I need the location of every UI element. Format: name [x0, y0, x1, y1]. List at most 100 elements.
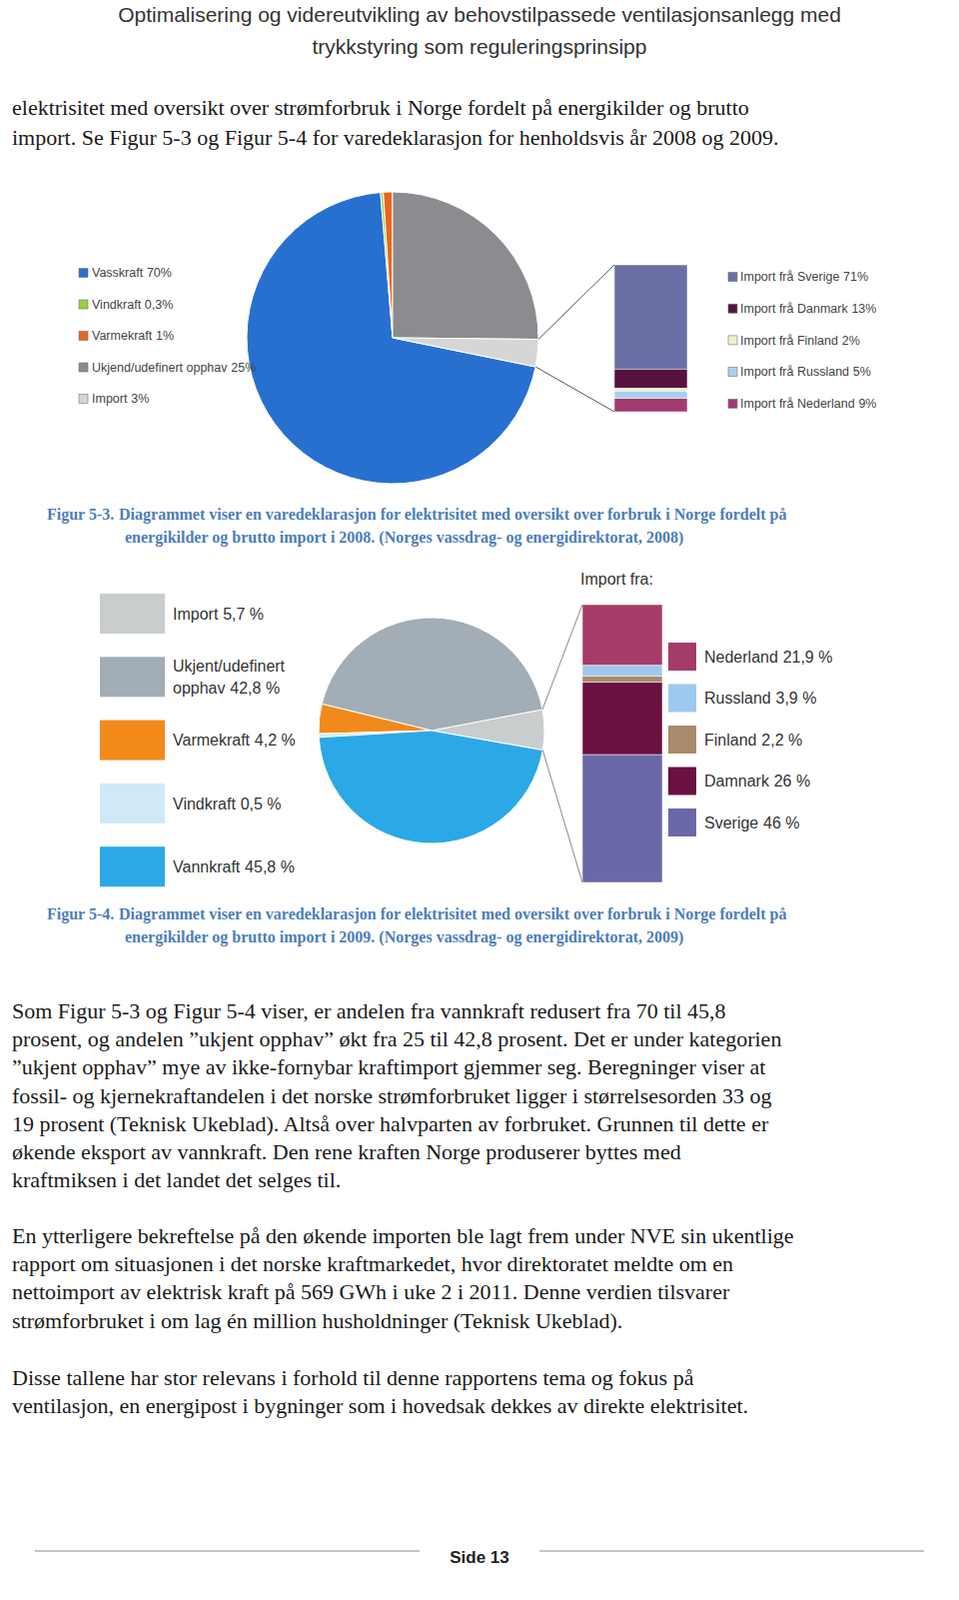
page-number: Side 13 — [449, 1547, 510, 1567]
legend-swatch — [99, 593, 165, 634]
bar-segments — [614, 264, 688, 412]
connector — [538, 264, 615, 340]
legend-entry: Sverige46 % — [704, 814, 801, 832]
legend-value: 2,2 % — [761, 731, 803, 749]
pie — [318, 617, 545, 844]
legend-label: Import — [172, 605, 219, 623]
legend-swatch — [728, 335, 738, 345]
legend-entry: Import5,7 % — [172, 605, 264, 623]
legend-entry: Vasskraft70% — [91, 265, 172, 280]
legend-entry: Vindkraft0,5 % — [172, 795, 282, 813]
legend-value: 2% — [842, 333, 861, 348]
bar-segment — [582, 665, 663, 677]
footer: Side 13 — [34, 1547, 925, 1567]
legend-swatch — [728, 303, 738, 313]
legend-label: Nederland — [704, 648, 779, 666]
legend-swatch — [668, 642, 697, 671]
caption-text: Diagrammet viser en varedeklarasjon for … — [118, 905, 787, 924]
caption-text: Diagrammet viser en varedeklarasjon for … — [118, 505, 787, 524]
bar-segment — [614, 387, 688, 391]
legend-swatch — [78, 394, 88, 404]
bar-segment — [582, 682, 663, 755]
legend-entry: Finland2,2 % — [704, 731, 803, 749]
paragraph-line: rapport om situasjonen i det norske kraf… — [11, 1250, 734, 1276]
legend-swatch — [99, 846, 165, 887]
legend-label: Import frå Russland — [740, 364, 850, 379]
paragraph-line: strømforbruket i om lag én million husho… — [11, 1307, 623, 1333]
bar-segment — [614, 398, 688, 412]
legend-value: 0,5 % — [240, 795, 282, 813]
legend-value: 21,9 % — [783, 648, 834, 666]
bar-segments — [582, 604, 663, 883]
legend-value: 70% — [146, 265, 172, 280]
legend-entry: Import frå Nederland9% — [740, 396, 877, 411]
legend-label: Import frå Finland — [740, 333, 839, 348]
page-canvas: Optimalisering og videreutvikling av beh… — [0, 0, 959, 1600]
legend-label: Import — [91, 391, 128, 406]
legend-label: Varmekraft — [91, 328, 153, 343]
paragraph-line: Disse tallene har stor relevans i forhol… — [11, 1364, 695, 1390]
legend-value: 9% — [858, 396, 877, 411]
legend-label: Vindkraft — [91, 297, 142, 312]
pie-slice — [318, 703, 432, 734]
connector-lines — [542, 604, 583, 883]
legend-entry: Import frå Russland5% — [740, 364, 872, 379]
legend-value: 13% — [851, 301, 877, 316]
legend-entry: Vindkraft0,3% — [91, 297, 173, 312]
legend-value: 4,2 % — [254, 731, 296, 749]
legend-value: 26 % — [774, 772, 811, 790]
pie-slices — [246, 191, 539, 484]
paragraph-line: En ytterligere bekreftelse på den økende… — [11, 1222, 795, 1248]
connector — [542, 750, 583, 883]
legend-value: 5,7 % — [222, 605, 264, 623]
caption-line: Figur 5-4.Diagrammet viser en varedeklar… — [46, 905, 788, 924]
pie-slice — [383, 191, 393, 338]
paragraph-line: elektrisitet med oversikt over strømforb… — [11, 94, 750, 120]
paragraph-line: kraftmiksen i det landet det selges til. — [11, 1166, 341, 1192]
header-line: trykkstyring som reguleringsprinsipp — [312, 34, 648, 58]
caption-line: Figur 5-3.Diagrammet viser en varedeklar… — [46, 505, 788, 524]
legend-label: Vannkraft — [172, 858, 241, 876]
legend-label: Vindkraft — [172, 795, 236, 813]
legend-entry: Import frå Sverige71% — [740, 269, 869, 284]
bar-segment — [582, 754, 663, 883]
legend-value: 45,8 % — [244, 858, 295, 876]
legend-label: Ukjent/udefinert — [172, 657, 286, 675]
legend-entry: Import3% — [91, 391, 149, 406]
legend-entry: Varmekraft1% — [91, 328, 174, 343]
legend-value: 3,9 % — [776, 689, 818, 707]
intro-paragraph: elektrisitet med oversikt over strømforb… — [11, 94, 779, 150]
legend-swatch — [728, 367, 738, 377]
legend-swatch — [99, 656, 165, 697]
legend: Import5,7 % Ukjent/udefinertopphav42,8 % V… — [99, 593, 296, 887]
bar-segment — [614, 264, 688, 369]
legend-swatch — [668, 808, 697, 837]
legend-swatch — [78, 268, 88, 278]
connector — [535, 366, 615, 412]
legend-swatch — [668, 767, 697, 796]
paragraph: Som Figur 5-3 og Figur 5-4 viser, er and… — [11, 997, 782, 1192]
footer-rule — [34, 1550, 420, 1552]
legend-value: 71% — [843, 269, 869, 284]
legend-value: 5% — [853, 364, 872, 379]
paragraph-line: prosent, og andelen ”ukjent opphav” økt … — [11, 1025, 782, 1051]
header-line: Optimalisering og videreutvikling av beh… — [117, 2, 842, 26]
legend-swatch — [99, 720, 165, 761]
legend-entry: Vannkraft45,8 % — [172, 858, 295, 876]
footer-rule — [539, 1550, 925, 1552]
paragraph-line: ventilasjon, en energipost i bygninger s… — [11, 1392, 749, 1418]
bar-segment — [614, 368, 688, 388]
page: Optimalisering og videreutvikling av beh… — [0, 0, 959, 1600]
figure-caption: Figur 5-4.Diagrammet viser en varedeklar… — [46, 905, 788, 947]
bar-segment — [582, 604, 663, 666]
pie — [246, 191, 539, 484]
paragraph-line: fossil- og kjernekraftandelen i det nors… — [11, 1082, 773, 1108]
chart-title: Import fra: — [580, 570, 654, 588]
legend: Vasskraft70%Vindkraft0,3%Varmekraft1%Ukj… — [78, 265, 256, 406]
pie-slice — [392, 191, 539, 340]
legend-entry: Ukjent/udefinertopphav42,8 % — [172, 657, 286, 697]
legend-entry: Nederland21,9 % — [704, 648, 833, 666]
legend-label: Import frå Danmark — [740, 301, 849, 316]
legend-swatch — [728, 398, 738, 408]
caption-label: Figur 5-4. — [46, 905, 114, 924]
